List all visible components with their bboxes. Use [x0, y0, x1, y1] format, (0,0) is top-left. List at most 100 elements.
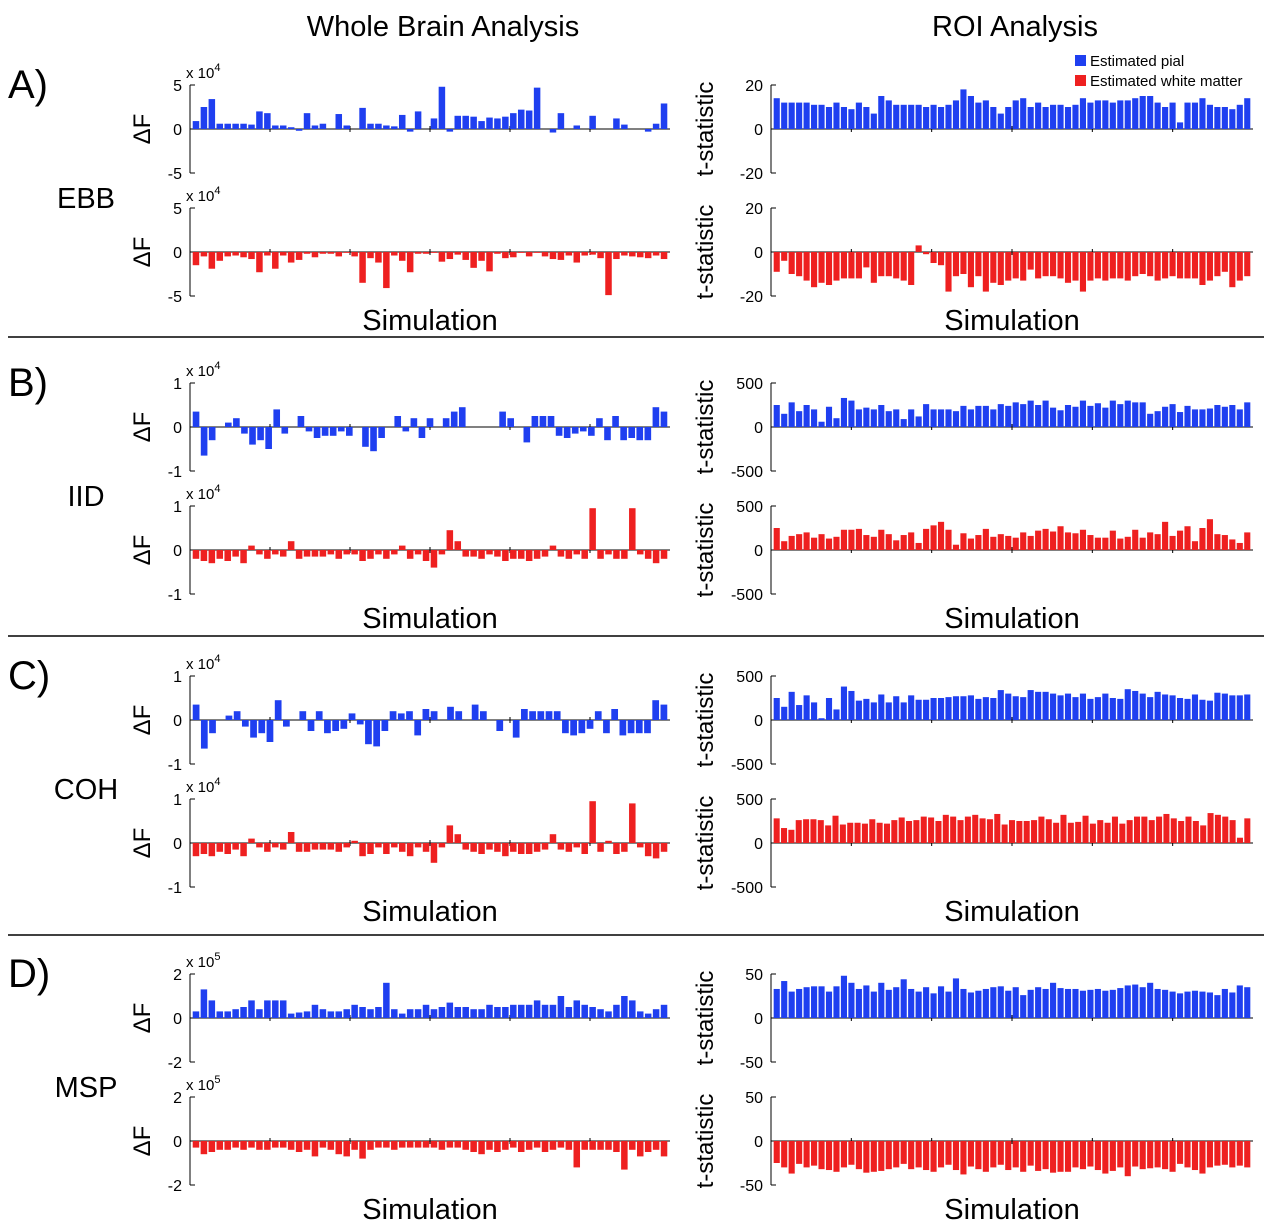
bar: [818, 718, 825, 720]
bar: [446, 129, 454, 132]
bar: [967, 96, 974, 129]
bar: [930, 409, 937, 427]
bar: [1139, 252, 1146, 274]
bar: [414, 550, 422, 555]
bar: [447, 706, 454, 720]
bar: [975, 1141, 982, 1170]
bar: [796, 1141, 803, 1164]
bar: [952, 544, 960, 550]
bar: [1229, 992, 1236, 1018]
bar: [990, 107, 997, 129]
bar: [997, 1141, 1004, 1165]
bar: [1244, 694, 1251, 720]
bar: [1020, 532, 1027, 550]
bar: [1119, 823, 1126, 843]
bar: [414, 1009, 422, 1018]
y-tick-label: 0: [754, 713, 763, 730]
bar: [200, 252, 208, 257]
bar: [972, 814, 979, 843]
bar: [573, 252, 581, 263]
bar: [967, 695, 974, 720]
bar: [652, 407, 660, 427]
bar: [627, 720, 635, 734]
bar: [1214, 534, 1221, 550]
bar: [279, 1000, 287, 1018]
bar: [1027, 535, 1034, 550]
bar: [208, 427, 216, 441]
bar: [1079, 529, 1087, 550]
bar: [1162, 406, 1169, 427]
bar: [885, 534, 892, 550]
y-tick-label: -500: [731, 587, 763, 604]
bar: [563, 427, 571, 438]
bar: [279, 252, 287, 256]
bar: [945, 529, 952, 550]
bar: [1057, 695, 1064, 720]
bar: [863, 698, 870, 720]
bar: [1117, 988, 1124, 1018]
bar: [870, 536, 877, 550]
bar: [533, 252, 541, 253]
bar: [1176, 993, 1184, 1018]
bar: [367, 123, 374, 129]
bar: [937, 698, 945, 720]
bar: [937, 252, 945, 266]
bar: [636, 252, 644, 258]
bar: [1154, 1141, 1161, 1168]
bar: [510, 113, 517, 129]
bar: [848, 252, 855, 279]
y-tick-label: -500: [731, 880, 763, 897]
bar: [1079, 1141, 1087, 1170]
bar: [573, 843, 581, 848]
bar: [1124, 100, 1131, 129]
bar: [438, 1007, 446, 1018]
bar: [200, 427, 208, 456]
bar: [1139, 987, 1146, 1018]
y-axis-label: t-statistic: [692, 503, 719, 598]
bar: [870, 252, 877, 283]
bar: [781, 706, 788, 720]
bar: [208, 550, 216, 564]
bar: [256, 252, 263, 273]
bar: [192, 704, 200, 720]
bar: [652, 252, 660, 256]
bar: [340, 720, 348, 729]
bar: [1147, 1141, 1154, 1169]
bar: [1109, 252, 1116, 279]
bar: [1207, 813, 1214, 843]
bar: [264, 843, 271, 852]
bar: [1156, 816, 1163, 843]
bar: [781, 102, 788, 129]
bar: [406, 1009, 414, 1018]
bar: [541, 1004, 549, 1018]
bar: [324, 720, 331, 734]
bar: [1176, 1141, 1184, 1164]
bar: [1214, 252, 1221, 277]
bar: [1154, 534, 1161, 550]
bar: [1200, 825, 1207, 843]
bar: [605, 1011, 612, 1018]
bar: [1057, 252, 1064, 279]
bar: [1221, 107, 1228, 129]
bar: [547, 416, 555, 427]
bar: [311, 252, 319, 258]
bar: [621, 996, 628, 1018]
bar: [589, 115, 596, 129]
bar: [863, 535, 870, 550]
bar: [1148, 820, 1155, 843]
bar: [788, 102, 795, 129]
bar: [335, 843, 343, 852]
bar: [257, 427, 264, 441]
bar: [422, 252, 430, 254]
panel-left-white: -2 0 2 ΔF x 105: [129, 1074, 670, 1195]
bar: [1132, 984, 1139, 1018]
bar: [351, 1004, 358, 1018]
bar: [1035, 1141, 1042, 1171]
panel-left-white: -1 0 1 ΔF x 104: [129, 483, 670, 604]
bar: [818, 421, 825, 427]
bar: [1236, 542, 1243, 550]
bar: [1169, 695, 1176, 720]
bar: [1141, 816, 1148, 843]
bar: [1191, 990, 1199, 1018]
bar: [438, 843, 446, 848]
